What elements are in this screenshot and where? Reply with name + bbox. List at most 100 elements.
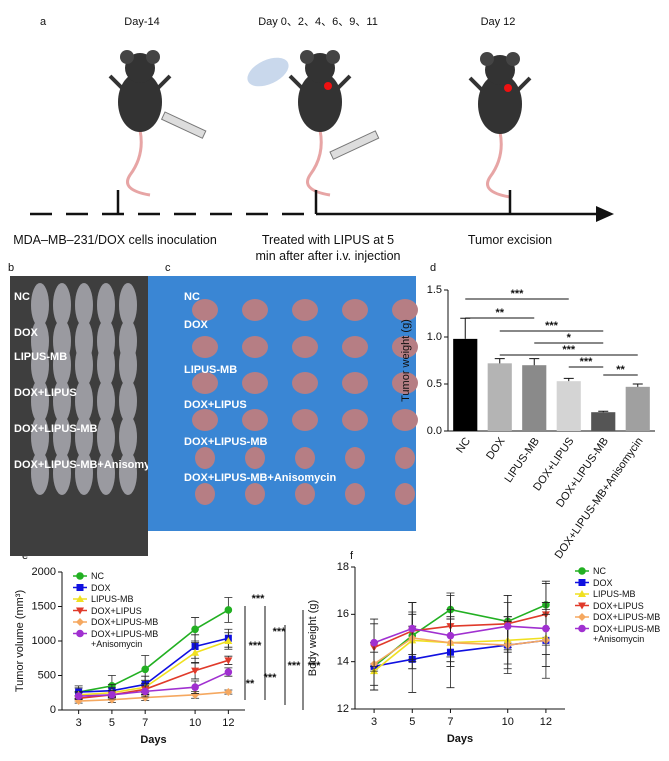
x-tick-label: 5 [109,717,115,729]
tumor-photo [242,409,268,431]
tumor-photo [342,409,368,431]
marker [446,631,455,640]
marker [224,657,233,665]
mouse-photo [53,343,71,387]
photo-b-label: NC [14,291,30,303]
significance-label: ** [495,307,504,319]
legend-label: DOX+LIPUS-MB +Anisomycin [593,623,661,644]
mouse-photo [75,415,93,459]
legend-label: LIPUS-MB [593,589,636,599]
panel-label: a [40,16,47,28]
timeline-caption: Treated with LIPUS at 5 min after after … [255,233,401,263]
tumor-photo [242,336,268,358]
y-tick-label: 0 [50,704,56,716]
marker [224,688,233,697]
mouse-photo [31,415,49,459]
tumor-photo [395,483,415,505]
tumor-photo [242,372,268,394]
error-bar [460,317,471,339]
y-tick-label: 0.0 [427,425,442,437]
y-tick-label: 16 [337,608,349,620]
tumor-photo [392,336,418,358]
tumor-photo [345,447,365,469]
legend-label: LIPUS-MB [91,594,134,604]
y-tick-label: 0.5 [427,378,442,390]
tumor-photo [295,483,315,505]
panel-label: d [430,262,436,274]
x-tick-label: 12 [222,717,234,729]
mouse-photo [97,379,115,423]
marker [408,624,417,633]
y-tick-label: 500 [38,669,56,681]
tumor-photo [292,409,318,431]
mouse-tail [486,131,511,199]
tumor-photo [192,299,218,321]
y-tick-label: 12 [337,703,349,715]
tumor-photo [242,299,268,321]
panel-label: f [350,550,354,562]
marker [141,687,149,696]
mouse-ear [300,50,314,64]
syringe [329,130,380,160]
mouse-photo [75,379,93,423]
significance-label: *** [264,672,278,684]
bar [487,363,512,431]
marker [191,648,200,656]
significance-label: *** [288,660,302,672]
y-tick-label: 1.5 [427,284,442,296]
marker [191,690,200,699]
tumor-photo [245,483,265,505]
photo-b-label: LIPUS-MB [14,351,67,363]
tumor-photo [342,336,368,358]
significance-label: * [567,332,572,344]
legend-marker [76,572,84,580]
legend-label: DOX+LIPUS-MB [593,612,661,622]
series-line [78,671,229,697]
marker [191,683,199,692]
marker [191,625,199,634]
significance-label: *** [562,344,576,356]
marker [141,693,150,702]
significance-label: *** [580,356,594,368]
photo-c [148,276,416,531]
x-tick-label: 5 [409,716,415,728]
mouse-photo [119,415,137,459]
syringe [160,111,207,139]
marker [370,638,378,647]
photo-c-label: DOX+LIPUS [184,399,247,411]
marker [224,606,233,614]
mouse-illustration [108,50,172,197]
error-bar [494,358,505,364]
photo-c-label: NC [184,291,200,303]
significance-label: ** [246,678,255,690]
x-axis-label: Days [447,733,473,745]
marker [503,622,512,630]
legend-marker [76,607,84,615]
tumor-photo [395,447,415,469]
panel-label: b [8,262,14,274]
panel-label: c [165,262,171,274]
tumor-photo [192,372,218,394]
tumor-photo [292,372,318,394]
legend-label: NC [593,566,606,576]
ultrasound-probe [247,57,289,87]
mouse-photo [31,451,49,495]
mouse-arm [468,76,484,92]
mouse-photo [97,343,115,387]
error-bar [632,383,643,387]
tumor-photo [195,483,215,505]
marker [224,668,233,676]
y-tick-label: 14 [337,656,349,668]
y-tick-label: 1.0 [427,331,442,343]
mouse-body [118,72,162,132]
significance-label: *** [273,626,287,638]
tumor-photo [295,447,315,469]
tumor-photo [192,409,218,431]
mouse-ear [506,52,520,66]
error-bar [529,358,540,366]
photo-c-label: LIPUS-MB [184,364,237,376]
significance-label: *** [511,288,525,300]
mouse-ear [480,52,494,66]
tumor-photo [245,447,265,469]
mouse-tail [126,129,151,197]
